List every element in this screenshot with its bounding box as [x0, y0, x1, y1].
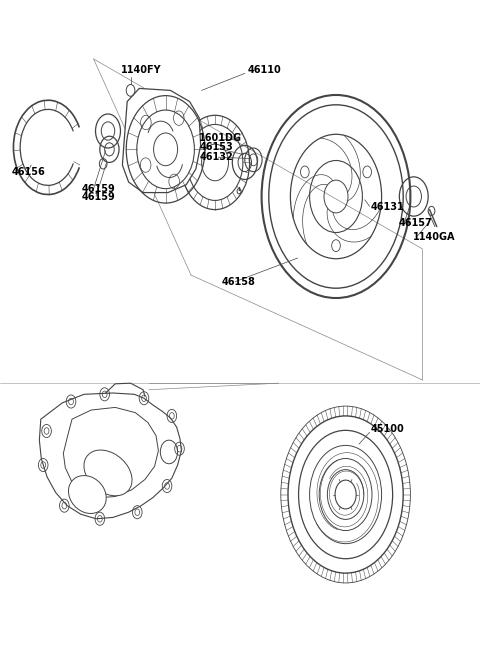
Text: 1601DG: 1601DG	[199, 132, 242, 143]
Text: 46159: 46159	[82, 191, 115, 202]
Text: 46132: 46132	[199, 151, 233, 162]
Ellipse shape	[84, 450, 132, 496]
Polygon shape	[39, 393, 181, 519]
Text: 1140GA: 1140GA	[413, 232, 456, 242]
Text: 46131: 46131	[371, 202, 404, 212]
Text: 46153: 46153	[199, 142, 233, 153]
Text: 1140FY: 1140FY	[121, 65, 162, 75]
Text: 45100: 45100	[371, 424, 405, 434]
Text: 46159: 46159	[82, 183, 115, 194]
Polygon shape	[122, 88, 201, 193]
Ellipse shape	[69, 476, 106, 514]
Text: 46156: 46156	[12, 166, 46, 177]
Text: 46110: 46110	[247, 65, 281, 75]
Text: 46157: 46157	[398, 217, 432, 228]
Text: 46158: 46158	[222, 276, 256, 287]
